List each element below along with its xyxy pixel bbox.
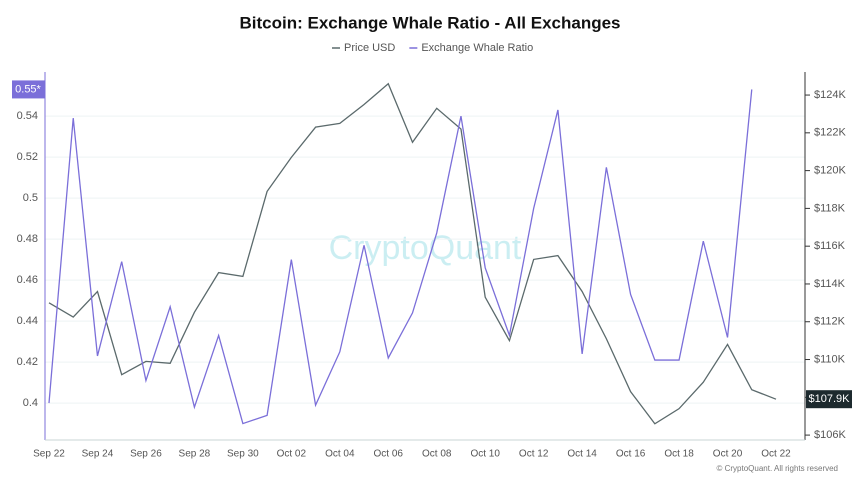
x-tick-label: Sep 26 — [130, 449, 162, 460]
legend-label: Exchange Whale Ratio — [421, 42, 533, 54]
x-tick-label: Oct 08 — [422, 449, 452, 460]
legend-label: Price USD — [344, 42, 395, 54]
y-tick-label: 0.46 — [17, 274, 38, 286]
y2-tick-label: $124K — [814, 89, 846, 101]
y2-tick-label: $106K — [814, 429, 846, 441]
y2-tick-label: $110K — [814, 353, 846, 365]
x-tick-label: Oct 12 — [519, 449, 549, 460]
y2-tick-label: $120K — [814, 165, 846, 177]
x-tick-label: Sep 22 — [33, 449, 65, 460]
x-tick-label: Sep 30 — [227, 449, 259, 460]
series-line — [48, 82, 777, 425]
x-tick-label: Oct 20 — [713, 449, 743, 460]
x-tick-label: Oct 04 — [325, 449, 355, 460]
y2-tick-label: $122K — [814, 127, 846, 139]
x-tick-label: Oct 02 — [277, 449, 307, 460]
x-tick-label: Oct 06 — [374, 449, 404, 460]
x-tick-label: Oct 18 — [664, 449, 694, 460]
x-tick-label: Sep 28 — [179, 449, 211, 460]
current-value-label: 0.55* — [15, 83, 41, 95]
y2-tick-label: $116K — [814, 240, 846, 252]
y2-tick-label: $112K — [814, 316, 846, 328]
y-tick-label: 0.5 — [23, 192, 38, 204]
y-tick-label: 0.4 — [23, 397, 38, 409]
y2-tick-label: $114K — [814, 278, 846, 290]
chart-title: Bitcoin: Exchange Whale Ratio - All Exch… — [240, 13, 621, 32]
x-tick-label: Oct 22 — [761, 449, 791, 460]
x-tick-label: Sep 24 — [82, 449, 114, 460]
x-tick-label: Oct 14 — [567, 449, 597, 460]
y-tick-label: 0.44 — [17, 315, 38, 327]
x-tick-label: Oct 10 — [470, 449, 500, 460]
watermark: CryptoQuant — [329, 229, 522, 267]
current-value-label: $107.9K — [809, 393, 851, 405]
current-value-box — [806, 390, 852, 409]
y-tick-label: 0.52 — [17, 151, 38, 163]
footer: © CryptoQuant. All rights reserved — [717, 464, 839, 473]
current-value-box — [12, 80, 45, 99]
y2-tick-label: $118K — [814, 202, 846, 214]
y-tick-label: 0.48 — [17, 233, 38, 245]
y-tick-label: 0.54 — [17, 110, 38, 122]
x-tick-label: Oct 16 — [616, 449, 646, 460]
series-line — [48, 89, 753, 425]
y-tick-label: 0.42 — [17, 356, 38, 368]
